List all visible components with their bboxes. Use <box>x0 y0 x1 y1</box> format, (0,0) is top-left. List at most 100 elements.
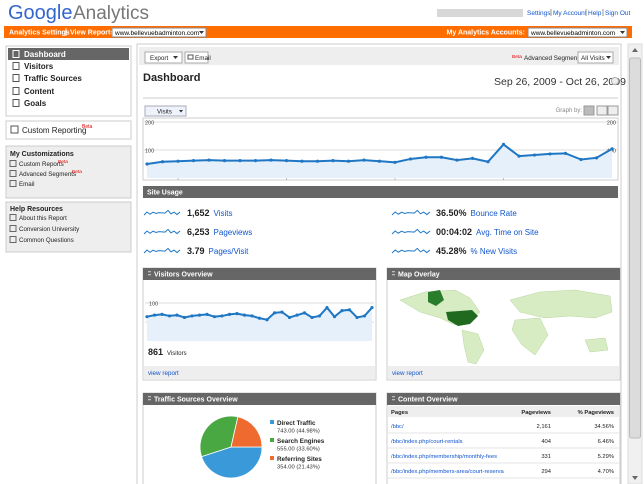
table-cell[interactable]: /bbc/index.php/membership/monthly-fees <box>391 454 497 460</box>
view-reports-label: View Reports: <box>70 30 117 37</box>
email-button-label[interactable]: Email <box>195 55 211 62</box>
panel-grip <box>148 396 151 398</box>
map-land <box>461 329 485 365</box>
panel <box>386 267 621 381</box>
point <box>317 314 322 318</box>
logo-google: Google <box>8 2 73 24</box>
top-link[interactable]: Sign Out <box>605 10 630 17</box>
button-arrow <box>173 56 178 59</box>
metric-selector[interactable]: Visits <box>157 109 172 116</box>
map-land <box>584 337 609 353</box>
logo-product: Analytics <box>73 3 149 24</box>
menu-item[interactable]: Visitors <box>24 62 54 71</box>
panel-title: Visitors Overview <box>154 272 213 279</box>
menu-active <box>8 48 129 60</box>
site-usage-metric: 00:04:02 Avg. Time on Site <box>436 227 539 237</box>
settings-link[interactable]: Analytics Settings <box>9 30 70 37</box>
segments-value[interactable]: All Visits <box>581 55 605 62</box>
metric-label[interactable]: Pageviews <box>214 228 253 237</box>
point <box>280 310 284 314</box>
menu-item[interactable]: Goals <box>24 99 47 108</box>
toolbar <box>139 47 619 65</box>
export-button <box>144 51 183 64</box>
view-report-link[interactable]: view report <box>392 370 423 377</box>
visitors-total: 861 Visitors <box>148 347 187 357</box>
metric-label[interactable]: Visitors <box>167 351 187 357</box>
email-button <box>184 51 209 64</box>
point <box>346 159 351 163</box>
metric-label[interactable]: % New Visits <box>471 247 518 256</box>
legend-value: 743.00 (44.98%) <box>277 429 320 435</box>
top-link[interactable]: My Account <box>553 10 587 17</box>
site-usage-metric: 1,652 Visits <box>187 208 233 218</box>
scrollbar-thumb <box>629 57 641 439</box>
point <box>331 159 335 163</box>
metric-value: 3.79 <box>187 246 205 256</box>
custom-reporting[interactable]: Custom Reporting <box>22 126 86 135</box>
metric-label[interactable]: Pages/Visit <box>209 247 250 256</box>
legend-value: 354.00 (21.43%) <box>277 465 320 471</box>
point <box>145 315 149 319</box>
menu-item[interactable]: Dashboard <box>24 50 66 59</box>
panel-header <box>143 268 376 280</box>
panel-grip <box>148 271 151 273</box>
help-item[interactable]: About this Report <box>19 215 67 222</box>
date-dropdown[interactable] <box>611 77 619 85</box>
point <box>175 313 179 317</box>
y-tick-label: 200 <box>145 121 154 127</box>
help-box <box>5 201 132 253</box>
help-item[interactable]: Conversion University <box>19 226 80 233</box>
panel-header <box>143 393 376 405</box>
point <box>377 159 382 163</box>
help-item[interactable]: Common Questions <box>19 237 74 244</box>
point <box>610 147 614 151</box>
sparkline <box>143 209 181 216</box>
menu-item[interactable]: Traffic Sources <box>24 74 82 83</box>
item-icon <box>9 180 17 187</box>
custom-reporting-icon <box>10 125 19 134</box>
table-cell[interactable]: /bbc/ <box>391 424 404 430</box>
customization-item[interactable]: Email <box>19 181 34 188</box>
metric-label[interactable]: Bounce Rate <box>471 209 518 218</box>
menu-item[interactable]: Content <box>24 87 55 96</box>
metric-label[interactable]: Avg. Time on Site <box>476 228 539 237</box>
point <box>287 315 292 320</box>
select-arrow <box>606 56 611 59</box>
point <box>238 159 242 163</box>
site-usage-metric: 6,253 Pageviews <box>187 227 252 237</box>
view-reports-value[interactable]: www.bellevuebadminton.com <box>114 30 199 37</box>
top-link[interactable]: Settings <box>527 10 551 17</box>
customization-item[interactable]: Advanced Segments <box>19 171 76 178</box>
metric-value: 6,253 <box>187 227 210 237</box>
customization-item[interactable]: Custom Reports <box>19 161 64 168</box>
legend-swatch <box>270 420 274 424</box>
y-tick-label: 200 <box>607 121 616 127</box>
table-cell: 294 <box>541 469 551 475</box>
top-link[interactable]: Help <box>588 10 602 17</box>
point <box>295 313 299 317</box>
site-usage-metric: 3.79 Pages/Visit <box>187 246 249 256</box>
section-header <box>143 186 618 198</box>
panel-grip <box>148 274 151 276</box>
accounts-value[interactable]: www.bellevuebadminton.com <box>530 30 615 37</box>
panel-title: Content Overview <box>398 397 458 404</box>
table-cell: 34.56% <box>594 424 614 430</box>
table-cell: 331 <box>541 454 551 460</box>
table-cell[interactable]: /bbc/index.php/members-area/court-reserv… <box>391 469 505 475</box>
account-email-blurred <box>437 9 523 17</box>
y-tick-label: 100 <box>145 149 154 155</box>
graph-by: Graph by: <box>556 108 583 114</box>
column-header: % Pageviews <box>578 410 614 416</box>
export-button-label[interactable]: Export <box>150 55 168 62</box>
table-cell[interactable]: /bbc/index.php/court-rentals <box>391 439 463 445</box>
panel-grip <box>392 271 395 273</box>
view-report-link[interactable]: view report <box>148 370 179 377</box>
point <box>355 315 359 320</box>
date-range[interactable]: Sep 26, 2009 - Oct 26, 2009 <box>494 76 626 88</box>
panel-header <box>387 393 620 405</box>
metric-value: 45.28% <box>436 246 467 256</box>
sparkline <box>391 228 431 235</box>
metric-label[interactable]: Visits <box>214 209 233 218</box>
point <box>455 158 459 162</box>
metric-value: 1,652 <box>187 208 210 218</box>
